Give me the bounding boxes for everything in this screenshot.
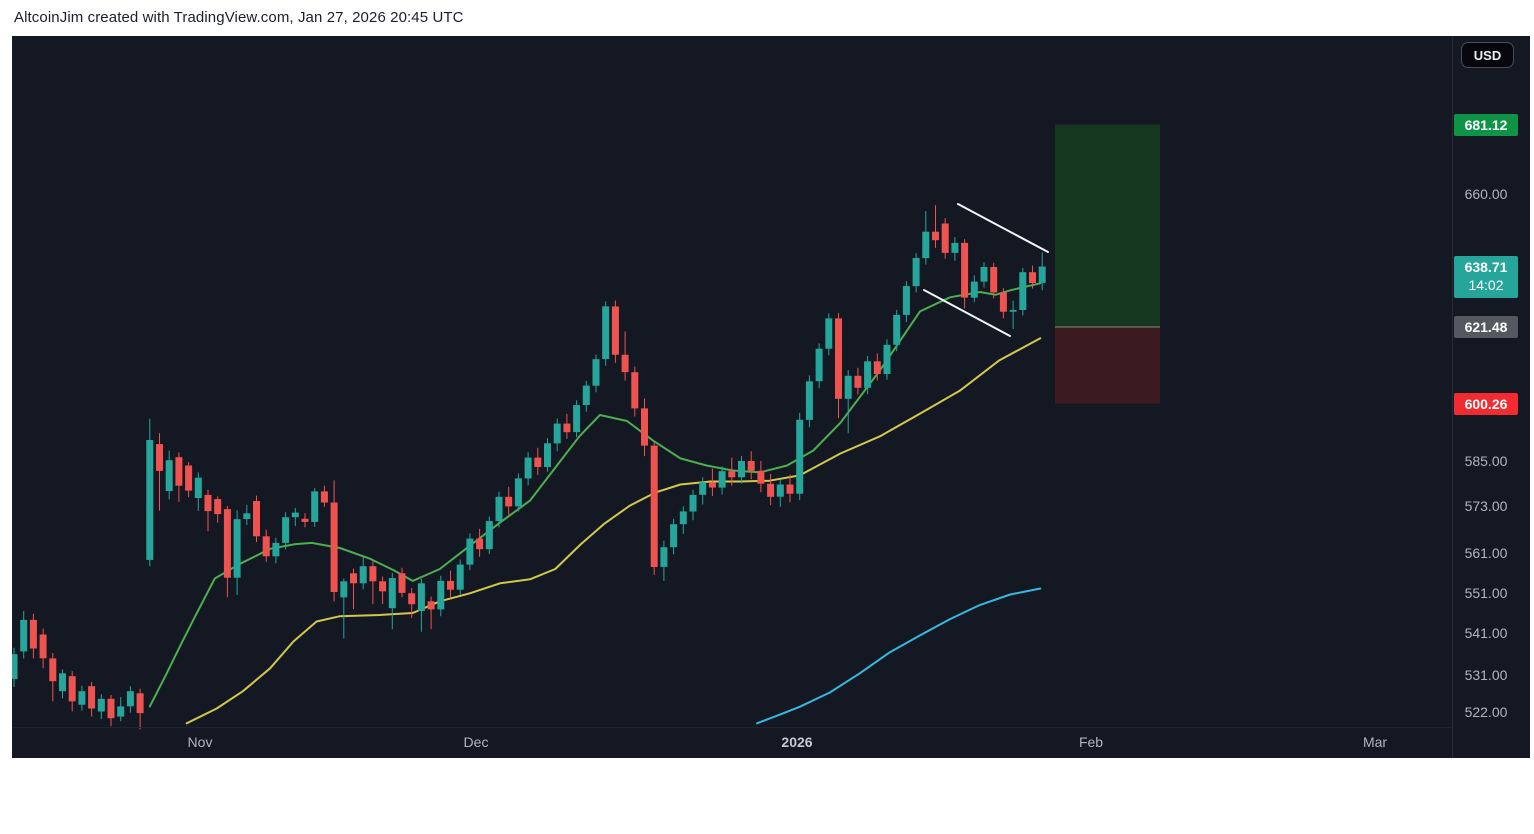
time-axis-separator [12, 727, 1452, 728]
price-tick: 551.00 [1464, 584, 1508, 601]
chart-canvas[interactable] [12, 36, 1530, 758]
price-tick: 541.00 [1464, 625, 1508, 642]
price-tick: 660.00 [1464, 186, 1508, 203]
attribution-text: AltcoinJim created with TradingView.com,… [14, 9, 464, 26]
time-tick-dec: Dec [463, 734, 489, 750]
price-tick: 573.00 [1464, 498, 1508, 515]
attribution-bar: AltcoinJim created with TradingView.com,… [0, 0, 1534, 36]
currency-toggle-button[interactable]: USD [1461, 42, 1514, 68]
price-tick: 561.00 [1464, 545, 1508, 562]
time-tick-mar: Mar [1362, 734, 1388, 750]
time-tick-nov: Nov [187, 734, 213, 750]
take-profit-price-label: 681.12 [1454, 113, 1518, 136]
stop-loss-price-label: 600.26 [1454, 392, 1518, 415]
entry-price-label: 621.48 [1454, 316, 1518, 338]
price-tick: 522.00 [1464, 704, 1508, 721]
time-tick-feb: Feb [1078, 734, 1104, 750]
time-tick-2026: 2026 [781, 734, 813, 750]
price-tick: 585.00 [1464, 452, 1508, 469]
last-price-price-label: 638.71 14:02 [1454, 255, 1518, 298]
footer-bar: TradingView [0, 758, 1534, 834]
price-tick: 531.00 [1464, 666, 1508, 683]
price-axis-separator [1452, 36, 1453, 758]
